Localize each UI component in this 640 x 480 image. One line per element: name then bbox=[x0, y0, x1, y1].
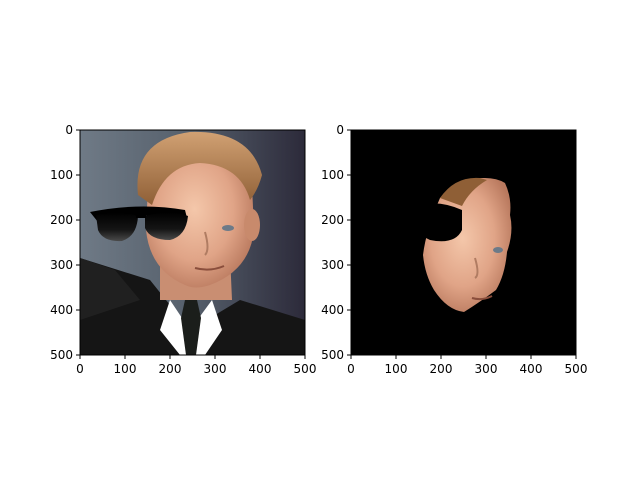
right-xtick-label: 500 bbox=[565, 362, 588, 376]
right-axes-frame bbox=[350, 129, 577, 356]
right-ytick-label: 100 bbox=[321, 168, 344, 182]
right-xtick-label: 100 bbox=[385, 362, 408, 376]
left-ytick-label: 300 bbox=[50, 258, 73, 272]
right-ytick-label: 400 bbox=[321, 303, 344, 317]
left-xtick-label: 400 bbox=[249, 362, 272, 376]
right-ytick-label: 200 bbox=[321, 213, 344, 227]
sunglasses-overlay bbox=[90, 206, 188, 242]
left-ytick-label: 200 bbox=[50, 213, 73, 227]
left-xtick-label: 300 bbox=[204, 362, 227, 376]
left-xtick-label: 100 bbox=[114, 362, 137, 376]
right-xtick-label: 300 bbox=[475, 362, 498, 376]
right-xtick-label: 0 bbox=[347, 362, 355, 376]
right-ytick-label: 0 bbox=[336, 123, 344, 137]
portrait-image bbox=[80, 130, 305, 355]
right-ytick-label: 300 bbox=[321, 258, 344, 272]
right-ytick-label: 500 bbox=[321, 348, 344, 362]
left-xtick-label: 200 bbox=[159, 362, 182, 376]
right-xtick-label: 200 bbox=[430, 362, 453, 376]
left-xtick-label: 500 bbox=[294, 362, 317, 376]
left-xtick-label: 0 bbox=[76, 362, 84, 376]
mask-image bbox=[351, 130, 576, 355]
left-ytick-label: 0 bbox=[65, 123, 73, 137]
left-axes-frame bbox=[79, 129, 306, 356]
left-ytick-label: 500 bbox=[50, 348, 73, 362]
right-xtick-label: 400 bbox=[520, 362, 543, 376]
left-ytick-label: 100 bbox=[50, 168, 73, 182]
left-ytick-label: 400 bbox=[50, 303, 73, 317]
